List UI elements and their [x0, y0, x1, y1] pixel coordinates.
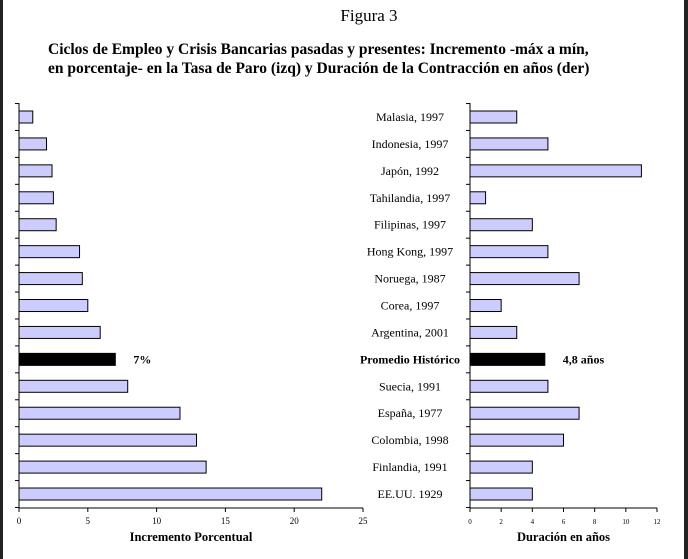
x-axis-label: Duración en años — [517, 530, 610, 544]
bar — [469, 299, 502, 313]
bar-highlight — [18, 352, 116, 366]
bar — [18, 325, 101, 339]
bar — [469, 110, 518, 124]
category-label: Corea, 1997 — [381, 299, 440, 313]
highlight-label: 4,8 años — [563, 352, 605, 366]
bar — [18, 272, 83, 286]
figure-label: Figura 3 — [340, 6, 398, 25]
x-tick-label: 10 — [622, 518, 630, 526]
bar — [469, 325, 518, 339]
category-label: Noruega, 1987 — [374, 272, 445, 286]
category-label: Tahilandia, 1997 — [370, 191, 450, 205]
bar — [469, 164, 642, 178]
category-label: Japón, 1992 — [381, 164, 439, 178]
category-label: EE.UU. 1929 — [378, 487, 443, 501]
bar — [469, 406, 580, 420]
title-line-1: Ciclos de Empleo y Crisis Bancarias pasa… — [48, 41, 589, 58]
category-label: Finlandia, 1991 — [372, 460, 447, 474]
category-label: Argentina, 2001 — [371, 325, 449, 339]
x-tick-label: 15 — [221, 516, 231, 526]
title-line-2: en porcentaje- en la Tasa de Paro (izq) … — [48, 60, 590, 77]
bar — [469, 379, 549, 393]
bar — [18, 245, 81, 259]
highlight-label: 7% — [133, 352, 151, 366]
bar — [469, 272, 580, 286]
bar — [18, 379, 129, 393]
bar — [469, 433, 564, 447]
category-label: España, 1977 — [378, 406, 443, 420]
bar — [469, 137, 549, 151]
x-tick-label: 10 — [152, 516, 162, 526]
bar — [18, 218, 57, 232]
x-tick-label: 4 — [531, 518, 535, 526]
bar — [469, 487, 533, 501]
category-label: Indonesia, 1997 — [372, 137, 449, 151]
bar — [18, 433, 198, 447]
x-tick-label: 0 — [468, 518, 472, 526]
x-tick-label: 6 — [562, 518, 566, 526]
window-edge-left — [0, 0, 3, 559]
x-tick-label: 2 — [499, 518, 503, 526]
window-edge-right — [684, 0, 688, 559]
chart-title: Ciclos de Empleo y Crisis Bancarias pasa… — [48, 40, 589, 78]
bar — [18, 460, 207, 474]
x-tick-label: 12 — [654, 518, 662, 526]
category-label: Colombia, 1998 — [371, 433, 448, 447]
x-tick-label: 20 — [290, 516, 300, 526]
category-label: Malasia, 1997 — [376, 110, 444, 124]
bar — [18, 191, 54, 205]
bar — [18, 137, 48, 151]
category-label: Filipinas, 1997 — [374, 218, 446, 232]
bar — [469, 218, 533, 232]
bar-highlight — [469, 352, 546, 366]
x-tick-label: 25 — [359, 516, 369, 526]
category-label: Promedio Histórico — [360, 352, 460, 366]
bar — [18, 487, 323, 501]
bar — [18, 110, 34, 124]
bar — [469, 245, 549, 259]
x-tick-label: 5 — [86, 516, 91, 526]
bar — [469, 191, 487, 205]
bar — [469, 460, 533, 474]
category-label: Hong Kong, 1997 — [367, 245, 453, 259]
category-label: Suecia, 1991 — [379, 379, 441, 393]
bar — [18, 406, 181, 420]
bar — [18, 164, 53, 178]
x-tick-label: 0 — [17, 516, 22, 526]
x-tick-label: 8 — [593, 518, 597, 526]
x-axis-label: Incremento Porcentual — [130, 530, 253, 544]
bar — [18, 299, 89, 313]
